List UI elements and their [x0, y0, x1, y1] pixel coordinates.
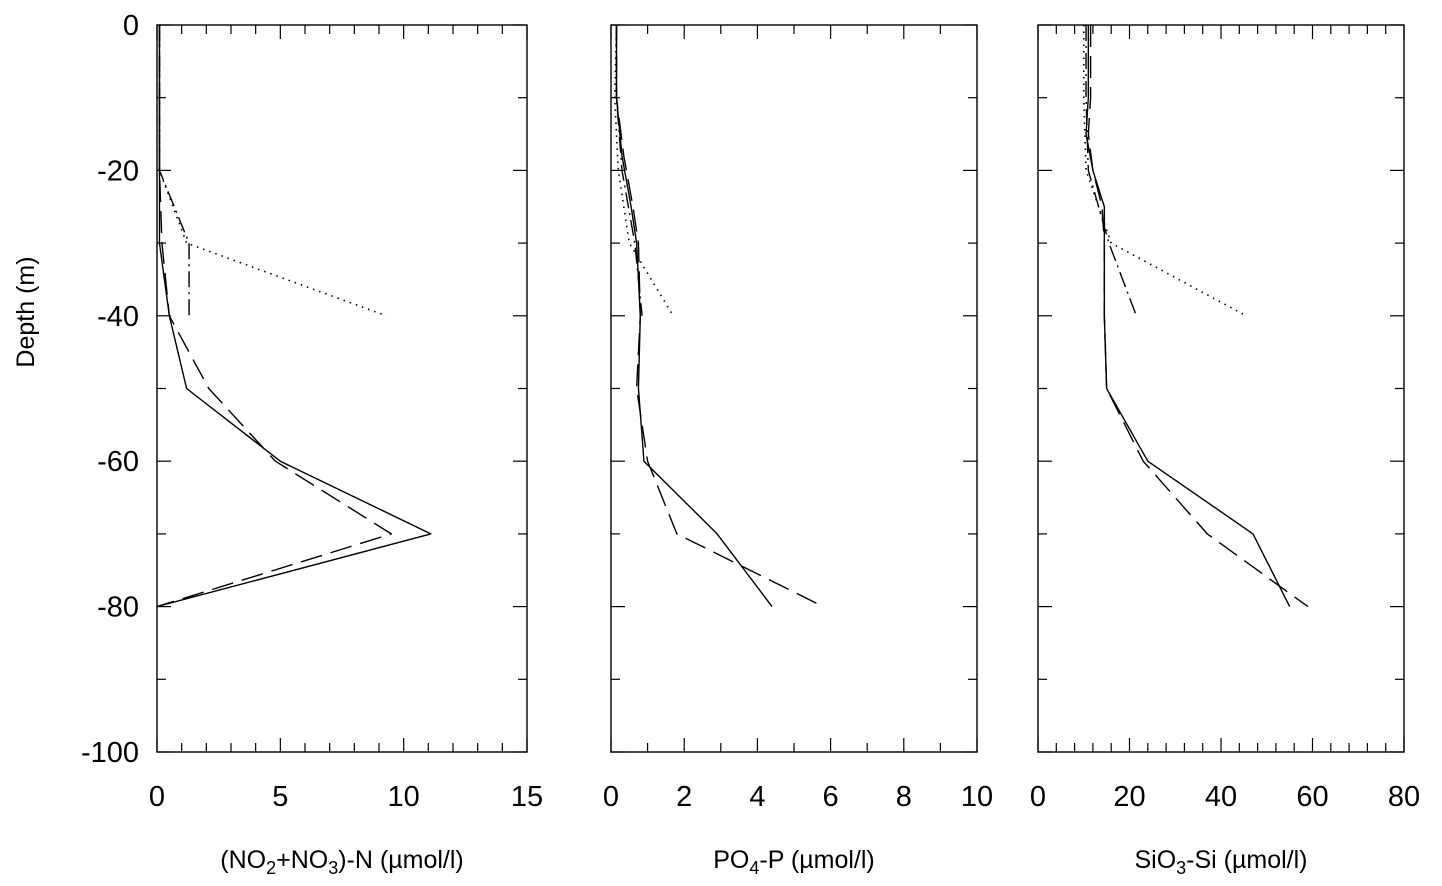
series-line-dotted	[158, 25, 387, 317]
series-line-dashdot	[1085, 25, 1138, 317]
panel-2: 0 2 4 6 8 10 PO4-P (µmol/l)	[603, 24, 993, 878]
y-tick-label: -100	[81, 737, 139, 769]
series-line-dashed	[1087, 25, 1309, 608]
plot-frame	[610, 24, 978, 753]
x-tick-label: 0	[149, 781, 165, 813]
x-tick-label: 6	[823, 781, 839, 813]
series-line-dashed	[615, 25, 824, 608]
x-tick-label: 10	[388, 781, 420, 813]
y-tick-label: -60	[97, 446, 139, 478]
series-line-solid	[1085, 25, 1291, 607]
panel-1: 0 5 10 15 0 -20 -40 -60 -80 -100 (NO2+NO3)-N (µmol…	[81, 10, 543, 878]
panel-3: 0 20 40 60 80 SiO3-Si (µmol/l)	[1030, 24, 1420, 878]
plot-frame	[1037, 24, 1405, 753]
y-tick-label: 0	[123, 10, 139, 42]
series-line-dotted	[1082, 25, 1247, 317]
series-line-dotted	[613, 24, 674, 317]
x-tick-label: 60	[1296, 781, 1328, 813]
x-tick-label: 80	[1388, 781, 1420, 813]
x-axis-title: SiO3-Si (µmol/l)	[1134, 846, 1307, 878]
y-axis-title: Depth (m)	[12, 256, 40, 367]
y-tick-label: -80	[97, 592, 139, 624]
x-axis-title: PO4-P (µmol/l)	[713, 846, 874, 878]
x-tick-label: 10	[961, 781, 993, 813]
series-line-dashdot	[158, 25, 190, 316]
y-tick-label: -40	[97, 301, 139, 333]
x-tick-label: 8	[896, 781, 912, 813]
x-axis-title: (NO2+NO3)-N (µmol/l)	[220, 846, 463, 878]
y-tick-label: -20	[97, 155, 139, 187]
x-tick-label: 4	[749, 781, 765, 813]
x-tick-label: 0	[1030, 781, 1046, 813]
x-tick-label: 5	[272, 781, 288, 813]
x-tick-label: 40	[1205, 781, 1237, 813]
x-tick-label: 15	[511, 781, 543, 813]
x-tick-label: 0	[603, 781, 619, 813]
series-line-solid	[156, 25, 432, 608]
series-line-dashed	[156, 25, 393, 608]
series-line-dashdot	[615, 25, 643, 316]
x-tick-label: 20	[1113, 781, 1145, 813]
plot-frame	[156, 24, 528, 753]
x-tick-label: 2	[676, 781, 692, 813]
